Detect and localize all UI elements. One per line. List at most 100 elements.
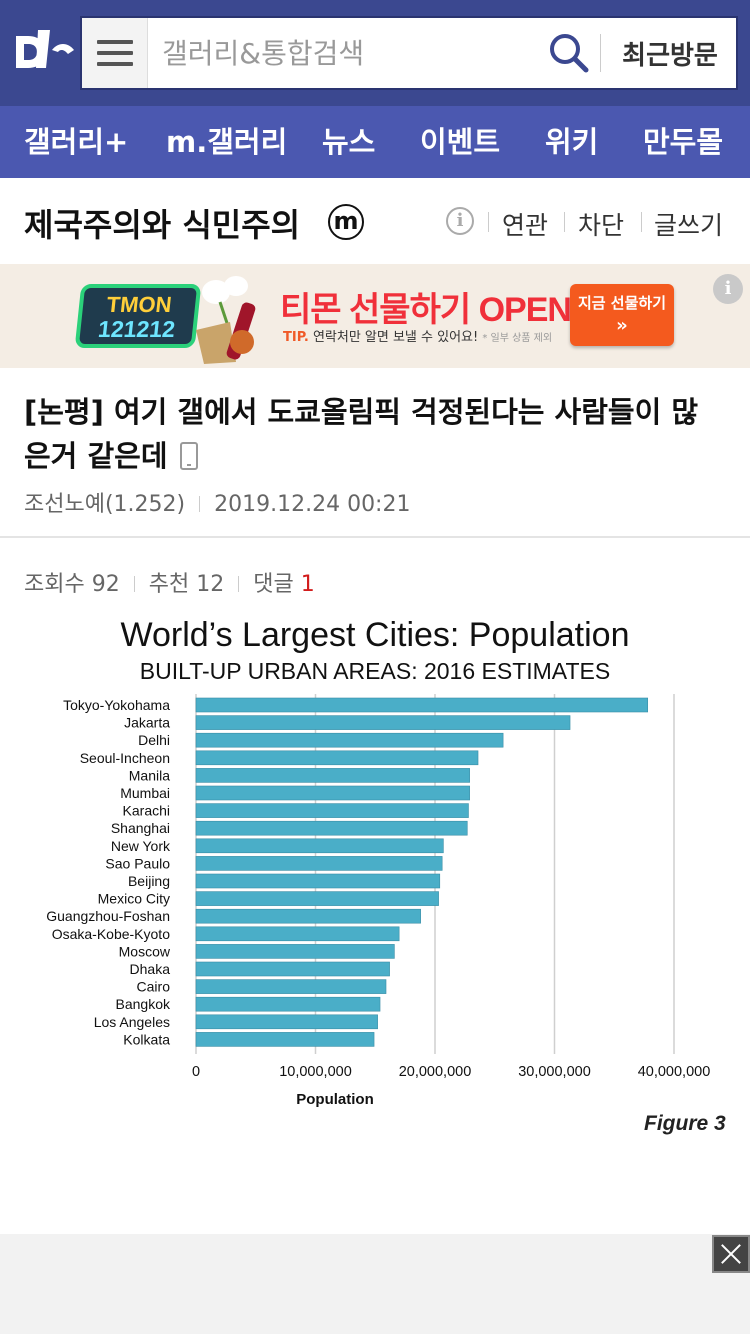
bar xyxy=(195,996,381,1012)
category-label: Cairo xyxy=(137,979,171,995)
post-date: 2019.12.24 00:21 xyxy=(214,492,411,517)
divider xyxy=(641,212,642,232)
nav-item-news[interactable]: 뉴스 xyxy=(322,125,376,159)
category-label: Sao Paulo xyxy=(105,855,170,871)
post-author[interactable]: 조선노예(1.252) xyxy=(24,492,186,517)
hamburger-icon-line xyxy=(97,51,133,55)
nav-item-gallery-plus[interactable]: 갤러리+ xyxy=(24,125,129,159)
main-nav: 갤러리+ m.갤러리 뉴스 이벤트 위키 만두몰 xyxy=(0,106,750,178)
category-label: Jakarta xyxy=(124,715,170,731)
recommend-label: 추천 xyxy=(148,572,190,597)
divider xyxy=(564,212,565,232)
bar xyxy=(195,944,395,959)
x-tick-label: 20,000,000 xyxy=(399,1064,472,1080)
category-label: Osaka-Kobe-Kyoto xyxy=(52,926,170,942)
bar xyxy=(195,697,649,713)
gallery-title-bar: 제국주의와 식민주의 m i 연관 차단 글쓰기 xyxy=(0,178,750,264)
minor-gallery-badge: m xyxy=(328,204,364,240)
divider xyxy=(0,536,750,538)
divider xyxy=(133,576,135,592)
related-link[interactable]: 연관 xyxy=(502,211,549,240)
category-label: Dhaka xyxy=(130,961,171,977)
recommend-count: 12 xyxy=(196,572,225,597)
category-label: Karachi xyxy=(123,803,170,819)
nav-item-wiki[interactable]: 위키 xyxy=(545,125,599,159)
population-chart: 0 10,000,000 20,000,000 30,000,000 40,000,00… xyxy=(46,694,711,1108)
post-meta: 조선노예(1.252) 2019.12.24 00:21 xyxy=(24,486,410,518)
bar xyxy=(195,820,468,836)
category-label: Mexico City xyxy=(98,891,170,907)
category-label: Tokyo-Yokohama xyxy=(63,697,170,713)
x-axis-label: Population xyxy=(296,1091,374,1108)
search-box: 최근방문 xyxy=(80,16,738,90)
divider xyxy=(488,212,489,232)
tmon-logo-number: 121212 xyxy=(96,316,177,342)
info-icon[interactable]: i xyxy=(446,207,474,235)
search-icon[interactable] xyxy=(548,32,590,74)
double-arrow-icon: » xyxy=(616,315,628,336)
bar xyxy=(195,926,400,942)
bar xyxy=(195,961,390,977)
tmon-logo: TMON 121212 xyxy=(74,284,202,348)
post-title: [논평] 여기 갤에서 도쿄올림픽 걱정된다는 사람들이 많은거 같은데 xyxy=(24,390,724,478)
post-title-text: [논평] 여기 갤에서 도쿄올림픽 걱정된다는 사람들이 많은거 같은데 xyxy=(24,395,699,473)
hamburger-icon xyxy=(97,40,133,44)
gift-image-icon xyxy=(196,276,256,364)
post-stats: 조회수 92 추천 12 댓글 1 xyxy=(24,566,315,598)
chart-figure: 0 10,000,000 20,000,000 30,000,000 40,000,00… xyxy=(20,612,730,1152)
x-tick-label: 0 xyxy=(192,1064,200,1080)
ad-cta-label: 지금 선물하기 xyxy=(577,294,667,312)
search-input[interactable] xyxy=(162,18,542,88)
category-label: Delhi xyxy=(138,732,170,748)
bar xyxy=(195,908,421,924)
bar xyxy=(195,785,470,801)
gallery-title[interactable]: 제국주의와 식민주의 xyxy=(24,206,301,244)
nav-item-m-gallery[interactable]: m.갤러리 xyxy=(166,125,288,159)
ad-banner[interactable]: TMON 121212 티몬 선물하기 OPEN TIP. 연락처만 알면 보낼… xyxy=(0,264,750,368)
menu-button[interactable] xyxy=(82,18,148,88)
category-label: Beijing xyxy=(128,873,170,889)
chart-title: World’s Largest Cities: Population xyxy=(120,616,630,654)
category-label: Moscow xyxy=(119,943,171,959)
ad-info-icon[interactable]: i xyxy=(713,274,743,304)
bar xyxy=(195,732,504,748)
write-post-link[interactable]: 글쓰기 xyxy=(654,211,724,240)
category-label: Seoul-Incheon xyxy=(80,750,170,766)
category-label: Kolkata xyxy=(123,1031,170,1047)
bar xyxy=(195,750,479,766)
nav-item-events[interactable]: 이벤트 xyxy=(420,125,501,159)
divider xyxy=(199,496,201,512)
bar xyxy=(195,838,444,854)
bar xyxy=(195,891,439,906)
ad-cta-button[interactable]: 지금 선물하기 » xyxy=(570,284,674,346)
category-label: Shanghai xyxy=(111,820,170,836)
category-label: Manila xyxy=(129,767,170,783)
recent-visits-button[interactable]: 최근방문 xyxy=(622,40,718,71)
figure-label: Figure 3 xyxy=(644,1112,726,1135)
ad-headline: 티몬 선물하기 OPEN xyxy=(280,291,572,329)
bar xyxy=(195,979,387,994)
bar xyxy=(195,1014,378,1030)
category-label: New York xyxy=(111,838,171,854)
x-tick-label: 30,000,000 xyxy=(518,1064,591,1080)
bar xyxy=(195,715,571,730)
ad-tip-note: * 일부 상품 제외 xyxy=(482,333,553,344)
nav-item-mall[interactable]: 만두몰 xyxy=(643,125,724,159)
close-icon[interactable] xyxy=(712,1235,750,1273)
chart-subtitle: BUILT-UP URBAN AREAS: 2016 ESTIMATES xyxy=(139,658,611,684)
category-label: Bangkok xyxy=(116,996,171,1012)
mobile-post-icon xyxy=(179,442,198,470)
bar xyxy=(195,803,469,818)
block-link[interactable]: 차단 xyxy=(578,211,625,240)
views-label: 조회수 xyxy=(24,572,85,597)
bottom-ad-area xyxy=(0,1234,750,1334)
divider xyxy=(238,576,240,592)
dc-logo-icon[interactable] xyxy=(8,22,78,82)
category-label: Guangzhou-Foshan xyxy=(46,908,170,924)
comments-label: 댓글 xyxy=(253,572,294,597)
divider xyxy=(600,34,601,72)
x-tick-label: 40,000,000 xyxy=(638,1064,711,1080)
bar xyxy=(195,856,443,871)
bar xyxy=(195,1032,375,1047)
comments-count: 1 xyxy=(300,572,315,597)
